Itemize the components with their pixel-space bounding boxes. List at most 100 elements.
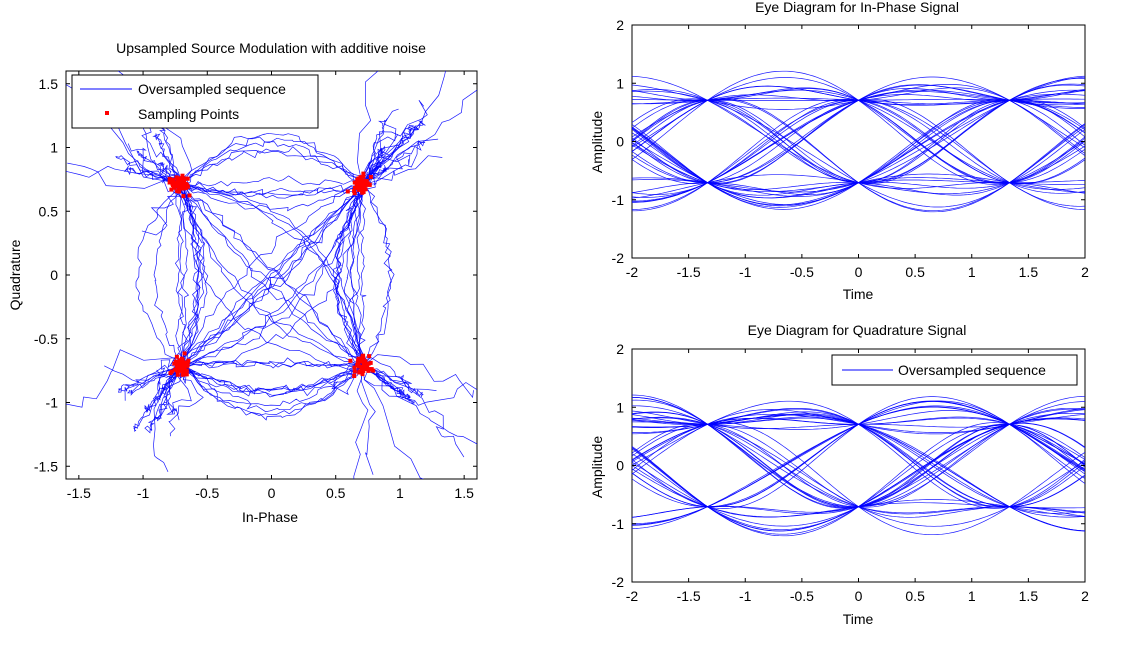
- sampling-point: [181, 194, 186, 199]
- constellation-noise-trace: [353, 365, 369, 479]
- eye-quadrature-ytick-label: -1: [612, 516, 625, 532]
- eye-inphase-ytick-label: 1: [616, 75, 624, 91]
- constellation-ytick-label: -1.5: [34, 458, 58, 474]
- constellation-trace: [332, 183, 363, 367]
- sampling-point: [360, 354, 365, 359]
- constellation-trace: [174, 183, 184, 367]
- sampling-point: [181, 182, 186, 187]
- sampling-point: [181, 186, 186, 191]
- sampling-point: [361, 174, 366, 179]
- sampling-point: [361, 356, 366, 361]
- constellation-trace: [154, 362, 181, 422]
- constellation-xtick-label: 1.5: [454, 485, 474, 501]
- eye-quadrature-xtick-label: -2: [626, 588, 639, 604]
- eye-inphase-ticks: -2 -1.5 -1 -0.5 0 0.5 1 1.5 2 2 1 0 -1 -2: [612, 17, 1090, 280]
- constellation-trace: [179, 180, 361, 196]
- constellation-traces: [66, 71, 477, 479]
- sampling-point: [362, 179, 367, 184]
- sampling-point: [352, 191, 357, 196]
- eye-quadrature-xtick-label: 0.5: [905, 588, 925, 604]
- eye-quadrature-traces: [631, 394, 1086, 537]
- eye-quadrature-ytick-label: 2: [616, 341, 624, 357]
- sampling-point: [357, 187, 362, 192]
- sampling-point: [175, 178, 180, 183]
- constellation-axes-box: [65, 70, 478, 480]
- constellation-trace: [182, 184, 366, 366]
- sampling-point: [352, 369, 357, 374]
- constellation-trace: [177, 184, 186, 367]
- sampling-point: [352, 365, 357, 370]
- eye-inphase-trace: [631, 85, 1086, 152]
- eye-quadrature-xtick-label: 0: [855, 588, 863, 604]
- sampling-point: [360, 184, 364, 189]
- constellation-trace: [126, 364, 183, 396]
- sampling-point: [359, 359, 364, 364]
- constellation-plot: Upsampled Source Modulation with additiv…: [7, 40, 478, 525]
- sampling-point: [352, 374, 357, 378]
- constellation-trace: [335, 187, 364, 366]
- constellation-trace: [179, 181, 190, 369]
- eye-inphase-ylabel: Amplitude: [589, 111, 605, 173]
- sampling-point: [185, 184, 190, 189]
- constellation-trace: [178, 367, 363, 413]
- constellation-noise-trace: [66, 165, 182, 186]
- constellation-trace: [334, 186, 367, 366]
- constellation-trace: [144, 363, 181, 434]
- eye-inphase-xlabel: Time: [843, 286, 874, 302]
- constellation-trace: [179, 185, 363, 366]
- constellation-trace: [178, 183, 364, 368]
- eye-quadrature-xtick-label: -1.5: [677, 588, 701, 604]
- sampling-point: [174, 175, 179, 180]
- constellation-trace: [360, 140, 426, 185]
- constellation-ytick-label: -0.5: [34, 331, 58, 347]
- legend-entry-sampling-points: Sampling Points: [138, 106, 239, 122]
- constellation-noise-trace: [361, 365, 425, 479]
- constellation-trace: [136, 150, 182, 186]
- sampling-point: [348, 358, 353, 363]
- eye-quadrature-axes-box: [631, 348, 1086, 583]
- constellation-trace: [181, 182, 360, 370]
- eye-inphase-ytick-label: -1: [612, 192, 625, 208]
- eye-inphase-ytick-label: 2: [616, 17, 624, 33]
- sampling-point: [368, 367, 373, 372]
- constellation-noise-trace: [361, 154, 411, 191]
- constellation-trace: [178, 358, 361, 398]
- sampling-point: [180, 372, 185, 377]
- sampling-point: [177, 366, 182, 370]
- sampling-point: [363, 359, 368, 364]
- constellation-trace: [180, 362, 365, 416]
- eye-inphase-ytick-label: 0: [616, 134, 624, 150]
- constellation-noise-trace: [66, 349, 182, 408]
- constellation-sampling-points: [167, 171, 376, 378]
- constellation-trace: [181, 363, 360, 396]
- constellation-noise-trace: [357, 71, 379, 185]
- sampling-point: [172, 361, 177, 366]
- sampling-point: [182, 364, 187, 369]
- sampling-point: [355, 360, 360, 364]
- eye-inphase-traces: [631, 70, 1086, 213]
- constellation-trace: [178, 360, 362, 368]
- sampling-point: [184, 372, 189, 377]
- constellation-trace: [181, 357, 362, 370]
- constellation-noise-trace: [362, 364, 465, 458]
- sampling-point: [187, 193, 192, 198]
- constellation-trace: [363, 126, 420, 186]
- constellation-xtick-label: 0.5: [326, 485, 346, 501]
- constellation-noise-trace: [124, 364, 181, 401]
- constellation-trace: [178, 362, 361, 395]
- constellation-xtick-label: -1.5: [67, 485, 91, 501]
- sampling-point: [357, 181, 362, 186]
- legend-entry-oversampled: Oversampled sequence: [138, 81, 286, 97]
- sampling-point: [353, 185, 357, 190]
- sampling-point: [358, 356, 363, 361]
- eye-legend-entry-oversampled: Oversampled sequence: [898, 362, 1046, 378]
- constellation-trace: [179, 188, 364, 366]
- sampling-point: [365, 364, 370, 369]
- constellation-xtick-label: -0.5: [195, 485, 219, 501]
- constellation-noise-trace: [160, 365, 182, 417]
- sampling-point: [170, 181, 175, 186]
- eye-quadrature-trace: [631, 416, 1086, 515]
- eye-quadrature-ytick-label: 1: [616, 399, 624, 415]
- constellation-noise-trace: [360, 357, 412, 387]
- eye-inphase-xtick-label: 2: [1081, 264, 1089, 280]
